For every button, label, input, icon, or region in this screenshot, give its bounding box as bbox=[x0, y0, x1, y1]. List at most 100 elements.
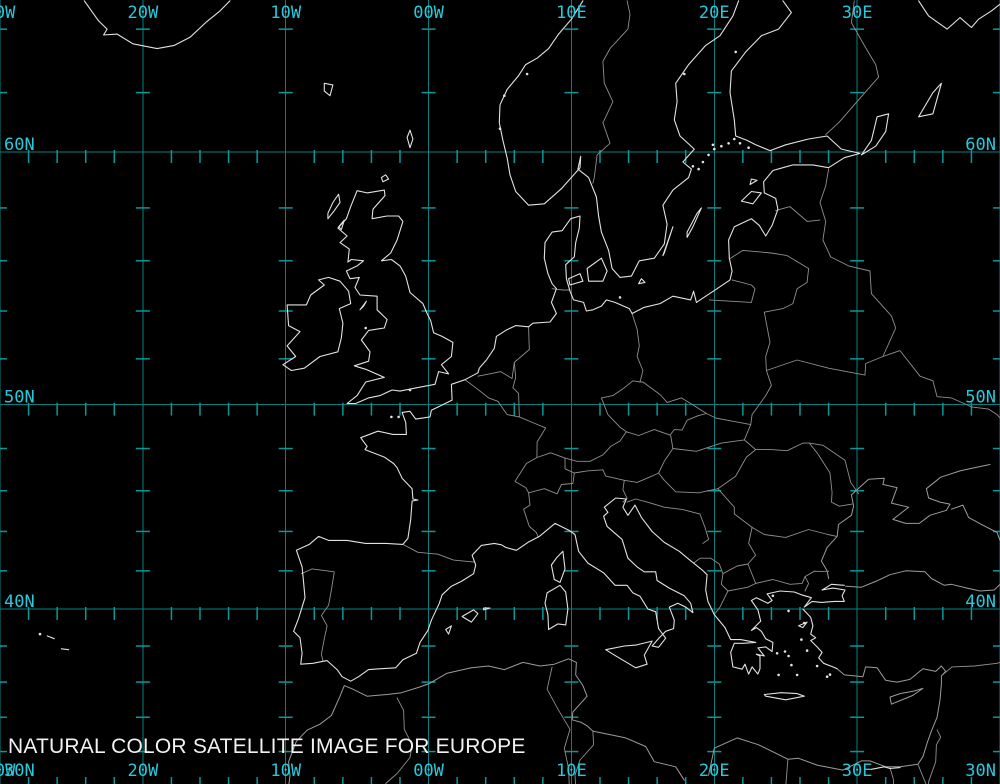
coastline bbox=[798, 621, 808, 629]
lat-label-right: 30N bbox=[965, 761, 996, 781]
country-border bbox=[626, 498, 701, 515]
island-dot bbox=[408, 388, 412, 392]
island-dot bbox=[503, 94, 506, 97]
country-border bbox=[755, 442, 810, 452]
island-dot bbox=[691, 165, 695, 168]
island-dot bbox=[618, 296, 622, 299]
coastline bbox=[60, 648, 70, 651]
lon-label-bottom: 10E bbox=[556, 761, 587, 781]
coastline bbox=[568, 273, 584, 286]
country-border bbox=[763, 268, 810, 313]
lon-label-bottom: 30W bbox=[0, 761, 16, 781]
island-dot bbox=[825, 675, 829, 678]
footer-text-block: NATURAL COLOR SATELLITE IMAGE FOR EUROPE… bbox=[8, 691, 526, 784]
country-border bbox=[464, 379, 547, 458]
coastline-gray bbox=[288, 658, 685, 784]
island-dot bbox=[713, 147, 716, 151]
island-dot bbox=[738, 142, 742, 145]
country-border bbox=[512, 326, 530, 389]
country-border bbox=[658, 472, 719, 494]
country-border bbox=[717, 439, 757, 490]
country-border bbox=[825, 0, 880, 136]
country-border bbox=[564, 431, 627, 462]
coastline bbox=[638, 278, 646, 285]
country-border bbox=[523, 492, 539, 537]
island-dot bbox=[390, 415, 393, 419]
coastline bbox=[860, 113, 890, 156]
country-border bbox=[592, 0, 631, 184]
lat-label-left: 60N bbox=[4, 135, 35, 155]
island-dot bbox=[707, 153, 710, 157]
country-border bbox=[722, 563, 757, 592]
coastline bbox=[293, 0, 861, 682]
country-border bbox=[728, 249, 810, 269]
coastline bbox=[586, 257, 608, 282]
country-border bbox=[512, 387, 520, 418]
image-title: NATURAL COLOR SATELLITE IMAGE FOR EUROPE bbox=[8, 735, 526, 758]
country-border bbox=[830, 256, 897, 357]
island-dot bbox=[498, 127, 502, 130]
coastline-gray bbox=[845, 570, 1000, 592]
country-border bbox=[750, 311, 772, 426]
country-border bbox=[819, 168, 832, 258]
country-border bbox=[708, 279, 756, 303]
country-border bbox=[551, 288, 571, 291]
coastline bbox=[327, 193, 341, 220]
lon-label-bottom: 20E bbox=[699, 761, 730, 781]
country-border bbox=[477, 361, 515, 379]
country-border bbox=[808, 442, 853, 507]
coastline bbox=[380, 174, 390, 183]
country-border bbox=[804, 570, 830, 578]
lon-label-top: 20E bbox=[699, 3, 730, 23]
island-dot bbox=[775, 652, 779, 655]
coastline bbox=[498, 0, 740, 278]
country-border bbox=[658, 435, 674, 474]
coastline-gray bbox=[820, 464, 991, 579]
island-dot bbox=[525, 72, 529, 76]
coastline bbox=[662, 226, 674, 257]
country-border bbox=[574, 730, 595, 784]
country-border bbox=[639, 381, 752, 426]
lon-label-bottom: 30E bbox=[842, 761, 873, 781]
coastline-gray bbox=[708, 665, 947, 776]
lat-label-left: 50N bbox=[4, 388, 35, 408]
lat-label-right: 60N bbox=[965, 135, 996, 155]
country-border bbox=[917, 763, 927, 784]
lat-label-right: 50N bbox=[965, 388, 996, 408]
country-border bbox=[889, 767, 895, 784]
country-border bbox=[713, 573, 729, 616]
lon-label-top: 00W bbox=[413, 3, 444, 23]
coastline bbox=[740, 190, 762, 205]
island-dot bbox=[364, 326, 368, 330]
coastline bbox=[605, 640, 653, 669]
coastline bbox=[483, 607, 491, 611]
country-border bbox=[717, 488, 753, 528]
coastline bbox=[550, 550, 566, 583]
lat-label-left: 30N bbox=[4, 761, 35, 781]
coastline bbox=[686, 207, 702, 238]
island-dot bbox=[727, 142, 730, 145]
country-border bbox=[751, 526, 838, 538]
island-dot bbox=[711, 143, 715, 147]
country-border bbox=[514, 452, 575, 495]
island-dot bbox=[787, 609, 790, 613]
country-border bbox=[755, 576, 810, 592]
coastline bbox=[337, 189, 454, 405]
island-dot bbox=[777, 673, 780, 677]
coastline bbox=[870, 766, 901, 770]
coastline bbox=[918, 0, 1000, 30]
island-dot bbox=[733, 137, 736, 141]
lat-label-left: 40N bbox=[4, 592, 35, 612]
lon-label-top: 30W bbox=[0, 3, 16, 23]
island-dot bbox=[771, 594, 775, 598]
coastline bbox=[461, 609, 479, 623]
island-dot bbox=[815, 664, 819, 668]
island-dot bbox=[803, 621, 806, 625]
country-border bbox=[300, 568, 335, 662]
coastline bbox=[323, 82, 334, 97]
island-dot bbox=[795, 673, 799, 677]
country-border bbox=[622, 479, 628, 503]
lon-label-bottom: 10W bbox=[270, 761, 301, 781]
island-dot bbox=[397, 415, 400, 419]
